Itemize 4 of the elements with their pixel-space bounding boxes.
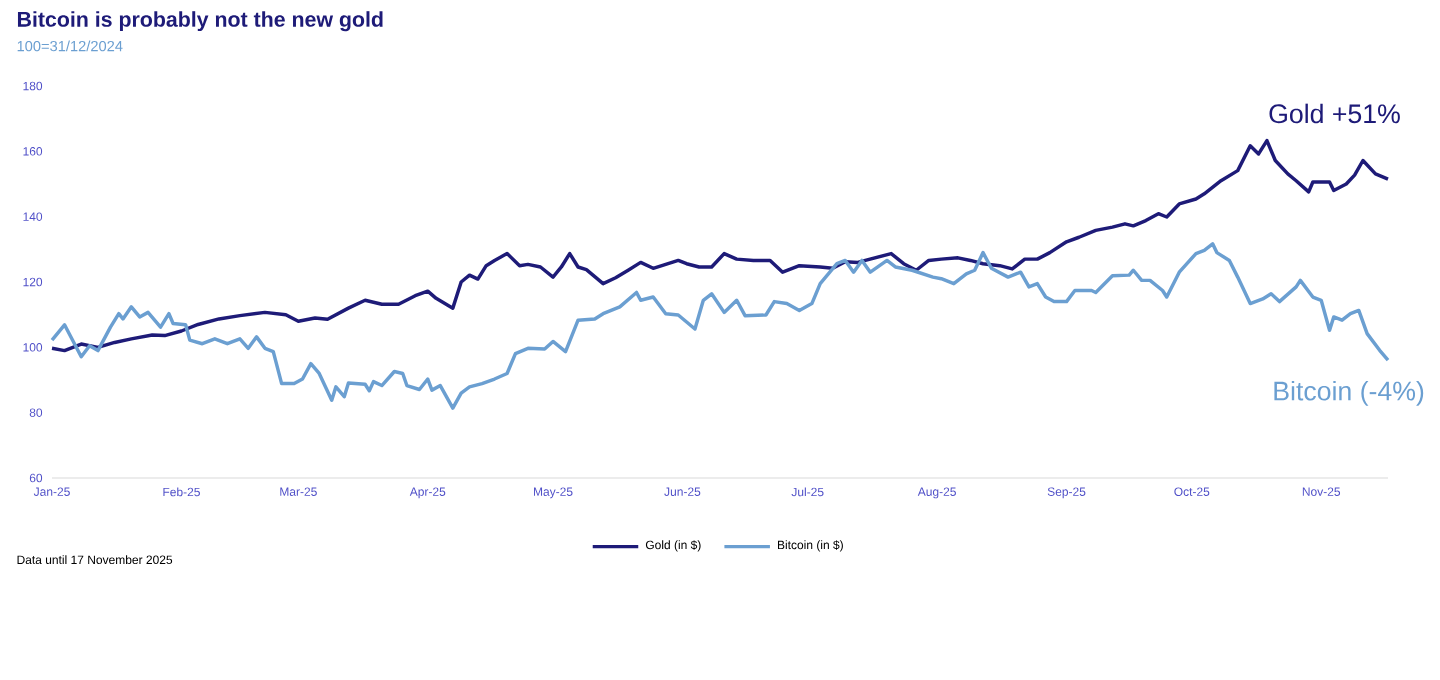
chart-title: Bitcoin is probably not the new gold <box>17 11 383 32</box>
annotation: Gold +51% <box>1269 103 1400 124</box>
line-series <box>50 138 1390 353</box>
annotation: Bitcoin (-4%) <box>1274 380 1424 406</box>
